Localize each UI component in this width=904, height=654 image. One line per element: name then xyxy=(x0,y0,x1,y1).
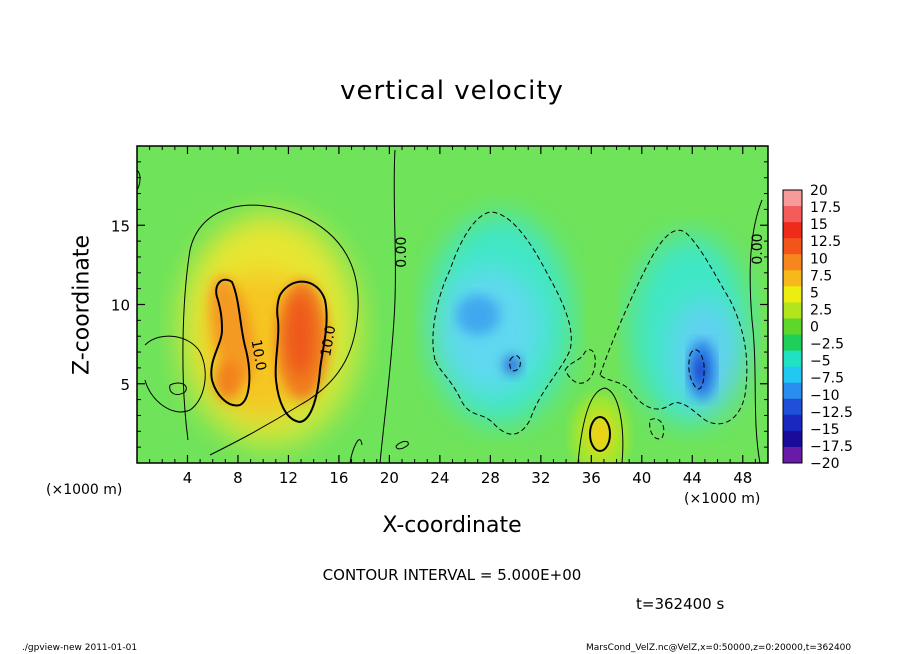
colorbar-swatch xyxy=(783,382,802,400)
contour-label: 10.0 xyxy=(248,338,269,371)
colorbar-label: 15 xyxy=(810,217,828,233)
colorbar-label: −10 xyxy=(810,388,840,404)
colorbar-label: 5 xyxy=(810,285,819,301)
contour-label: 0.00 xyxy=(394,237,410,268)
contour-line xyxy=(169,382,187,395)
field-patch xyxy=(504,356,520,374)
field-patch xyxy=(215,360,241,400)
time-label: t=362400 s xyxy=(636,595,725,613)
colorbar-frame xyxy=(782,189,803,464)
x-tick-label: 36 xyxy=(582,469,601,487)
contour-line xyxy=(688,349,705,390)
colorbar-label: −5 xyxy=(810,354,831,370)
colorbar-swatch xyxy=(783,206,802,223)
contour-line xyxy=(749,199,763,463)
colorbar-swatch xyxy=(783,302,802,319)
contour-line xyxy=(182,204,359,456)
contour-line xyxy=(379,149,396,463)
colorbar-swatch xyxy=(783,414,802,432)
colorbar-label: 17.5 xyxy=(810,200,841,216)
contour-line xyxy=(509,355,521,372)
contour-line xyxy=(589,416,611,452)
x-tick-label: 12 xyxy=(279,469,298,487)
y-axis-label: Z-coordinate xyxy=(69,235,95,375)
colorbar-label: −12.5 xyxy=(810,405,853,421)
colorbar-swatch xyxy=(783,286,802,303)
colorbar-label: 7.5 xyxy=(810,268,832,284)
y-tick-label: 10 xyxy=(111,297,130,315)
contour-line xyxy=(432,211,572,435)
y-tick-label: 15 xyxy=(111,217,130,235)
colorbar-swatch xyxy=(783,446,802,464)
footer-left: ./gpview-new 2011-01-01 xyxy=(22,643,138,653)
colorbar-swatch xyxy=(783,430,802,448)
footer-right: MarsCond_VelZ.nc@VelZ,x=0:50000,z=0:2000… xyxy=(586,643,852,653)
colorbar-swatch xyxy=(783,222,802,239)
colorbar-label: −2.5 xyxy=(810,337,844,353)
x-tick-label: 32 xyxy=(531,469,550,487)
colorbar-swatch xyxy=(783,398,802,416)
x-tick-label: 48 xyxy=(733,469,752,487)
contour-label: 10.0 xyxy=(318,324,339,357)
x-tick-label: 8 xyxy=(233,469,243,487)
colorbar-swatch xyxy=(783,318,802,336)
colorbar-label: 20 xyxy=(810,183,828,199)
x-tick-label: 28 xyxy=(481,469,500,487)
colorbar-label: −15 xyxy=(810,422,840,438)
contour-line xyxy=(599,229,748,425)
x-axis-label: X-coordinate xyxy=(382,513,522,538)
x-tick-label: 44 xyxy=(683,469,702,487)
contour-label: 0.00 xyxy=(750,233,766,264)
x-unit-label-right: (×1000 m) xyxy=(684,491,761,507)
x-tick-label: 20 xyxy=(380,469,399,487)
contour-line xyxy=(144,335,206,413)
x-tick-label: 40 xyxy=(632,469,651,487)
contour-line xyxy=(564,349,596,384)
field-patch xyxy=(456,295,500,335)
y-tick-label: 5 xyxy=(120,376,130,394)
x-tick-label: 24 xyxy=(430,469,449,487)
x-tick-label: 16 xyxy=(329,469,348,487)
field-patch xyxy=(589,416,611,452)
colorbar-label: 10 xyxy=(810,251,828,267)
colorbar-swatch xyxy=(783,254,802,271)
field-patch xyxy=(209,276,255,384)
colorbar-label: −17.5 xyxy=(810,439,853,455)
contour-line xyxy=(577,387,624,463)
contour-line xyxy=(274,280,328,424)
field-patch xyxy=(694,356,706,384)
colorbar-swatch xyxy=(783,190,802,207)
colorbar-swatch xyxy=(783,238,802,255)
colorbar-label: 0 xyxy=(810,320,819,336)
colorbar-swatch xyxy=(783,366,802,384)
colorbar-label: 2.5 xyxy=(810,302,832,318)
colorbar-swatch xyxy=(783,350,802,368)
colorbar-label: 12.5 xyxy=(810,234,841,250)
x-unit-label-left: (×1000 m) xyxy=(46,482,123,498)
plot-area xyxy=(137,146,768,463)
contour-interval-text: CONTOUR INTERVAL = 5.000E+00 xyxy=(322,566,582,584)
colorbar-label: −20 xyxy=(810,456,840,472)
x-tick-label: 4 xyxy=(183,469,193,487)
contour-line xyxy=(349,439,363,463)
chart-title: vertical velocity xyxy=(340,76,564,106)
colorbar-swatch xyxy=(783,334,802,352)
colorbar-label: −7.5 xyxy=(810,371,844,387)
colorbar-swatch xyxy=(783,270,802,287)
contour-line xyxy=(395,440,409,450)
field-patch xyxy=(286,295,314,375)
contour-line xyxy=(210,278,251,407)
